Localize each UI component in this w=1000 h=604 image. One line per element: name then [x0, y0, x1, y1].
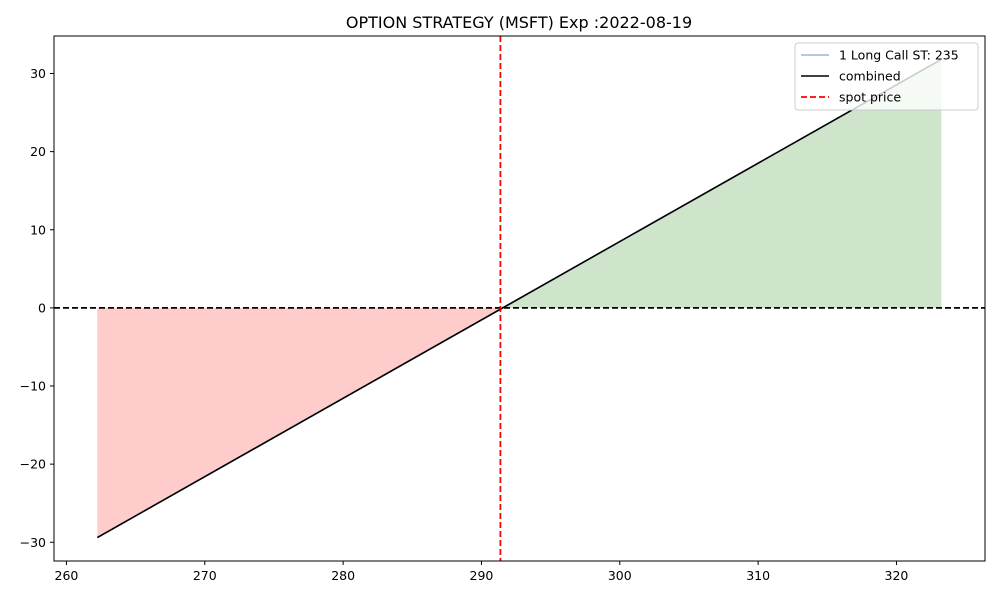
y-tick-label: 30 — [30, 66, 46, 81]
legend-label: 1 Long Call ST: 235 — [839, 48, 959, 63]
x-tick-label: 310 — [746, 568, 770, 583]
plot-frame — [53, 35, 986, 562]
y-tick-label: 0 — [38, 300, 46, 315]
y-tick-label: −20 — [20, 457, 46, 472]
y-tick-label: 10 — [30, 222, 46, 237]
chart-title: OPTION STRATEGY (MSFT) Exp :2022-08-19 — [346, 13, 692, 32]
combined-line — [96, 58, 942, 539]
legend-box — [794, 42, 979, 111]
x-tick-label: 290 — [470, 568, 494, 583]
axes: 260 270 280 290 300 310 320 −30 −20 −10 0 10 20 30 — [20, 35, 986, 583]
legend-label: spot price — [839, 90, 901, 105]
x-tick-label: 320 — [885, 568, 909, 583]
x-tick-label: 260 — [55, 568, 79, 583]
plot-area — [54, 36, 985, 561]
y-tick-label: −30 — [20, 535, 46, 550]
x-tick-label: 270 — [193, 568, 217, 583]
x-tick-label: 280 — [331, 568, 355, 583]
x-tick-label: 300 — [608, 568, 632, 583]
y-tick-label: 20 — [30, 144, 46, 159]
legend-label: combined — [839, 69, 901, 84]
legend: 1 Long Call ST: 235 combined spot price — [794, 42, 979, 111]
y-tick-label: −10 — [20, 379, 46, 394]
